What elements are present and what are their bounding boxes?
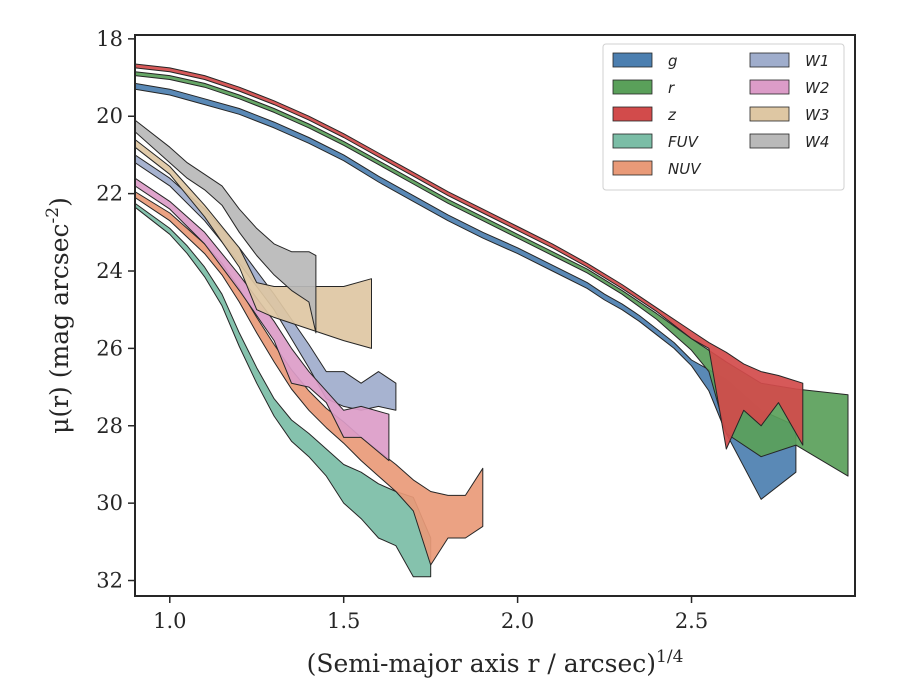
y-tick-label: 18 bbox=[96, 27, 123, 51]
legend-label: W1 bbox=[805, 52, 829, 70]
y-tick-label: 30 bbox=[96, 491, 123, 515]
y-axis-label: μ(r) (mag arcsec-2) bbox=[43, 197, 74, 434]
legend-swatch bbox=[612, 133, 653, 149]
legend: grz FUV NUV W1 W2 W3 W4 bbox=[602, 43, 845, 191]
legend-label: g bbox=[668, 52, 678, 70]
axes: 1.0 1.5 2.0 2.5 18 20 22 24 26 28 30 32 (Semi-major … bbox=[43, 27, 856, 678]
legend-item-nuv: NUV bbox=[612, 160, 702, 178]
x-tick-label: 1.0 bbox=[153, 609, 186, 633]
legend-label: FUV bbox=[668, 133, 700, 151]
legend-swatch bbox=[749, 52, 790, 68]
plot-frame bbox=[134, 34, 856, 597]
legend-label: W2 bbox=[805, 79, 829, 97]
legend-label: NUV bbox=[668, 160, 702, 178]
legend-label: r bbox=[668, 79, 675, 97]
x-tick-label: 2.0 bbox=[501, 609, 534, 633]
legend-item-w4: W4 bbox=[749, 133, 829, 151]
legend-label: W3 bbox=[805, 106, 829, 124]
y-tick-label: 24 bbox=[96, 259, 123, 283]
legend-label: z bbox=[667, 106, 677, 124]
legend-label: W4 bbox=[805, 133, 829, 151]
legend-item-w1: W1 bbox=[749, 52, 829, 70]
legend-item-w3: W3 bbox=[749, 106, 829, 124]
legend-swatch bbox=[612, 160, 653, 176]
legend-swatch bbox=[612, 106, 653, 122]
legend-item-g: g bbox=[612, 52, 678, 70]
legend-item-fuv: FUV bbox=[612, 133, 700, 151]
y-tick-label: 26 bbox=[96, 336, 123, 360]
legend-item-z: z bbox=[612, 106, 677, 124]
y-tick-label: 28 bbox=[96, 414, 123, 438]
band-r bbox=[135, 71, 849, 477]
legend-swatch bbox=[749, 106, 790, 122]
legend-item-r: r bbox=[612, 79, 675, 97]
x-axis-label: (Semi-major axis r / arcsec)1/4 bbox=[307, 647, 684, 678]
band-g bbox=[135, 82, 797, 500]
band-z bbox=[135, 63, 804, 450]
legend-swatch bbox=[612, 79, 653, 95]
series-bands bbox=[135, 63, 849, 578]
legend-swatch bbox=[749, 133, 790, 149]
band-w4 bbox=[135, 119, 317, 334]
legend-swatch bbox=[749, 79, 790, 95]
y-tick-label: 22 bbox=[96, 182, 123, 206]
y-tick-label: 32 bbox=[96, 569, 123, 593]
x-tick-label: 2.5 bbox=[675, 609, 708, 633]
legend-item-w2: W2 bbox=[749, 79, 829, 97]
x-tick-label: 1.5 bbox=[327, 609, 360, 633]
legend-swatch bbox=[612, 52, 653, 68]
band-fuv bbox=[135, 202, 432, 578]
y-tick-label: 20 bbox=[96, 104, 123, 128]
